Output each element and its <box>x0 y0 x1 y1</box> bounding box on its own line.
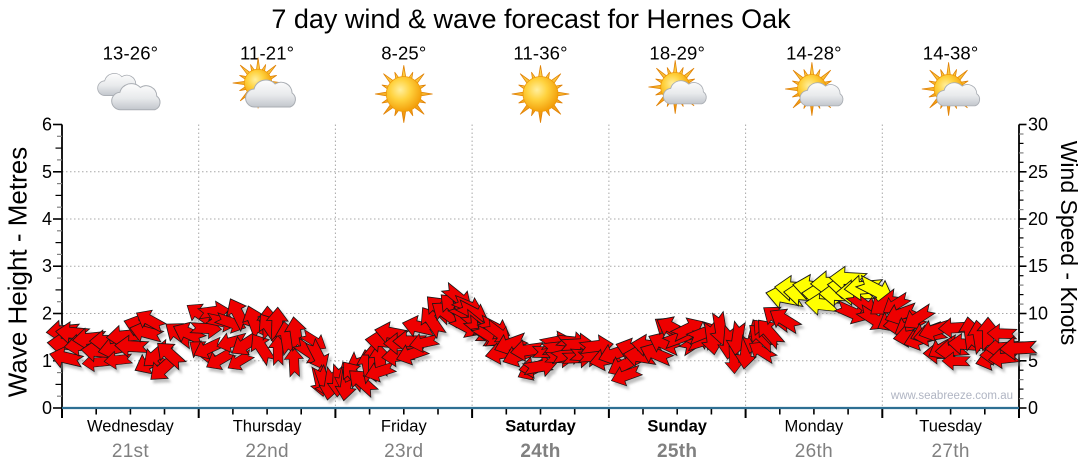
svg-text:11-36°: 11-36° <box>513 43 567 64</box>
svg-text:25: 25 <box>1028 162 1048 182</box>
svg-text:Wave Height - Metres: Wave Height - Metres <box>3 147 33 397</box>
svg-text:15: 15 <box>1028 256 1048 276</box>
svg-text:Wednesday: Wednesday <box>87 418 175 436</box>
svg-text:14-38°: 14-38° <box>923 43 979 64</box>
svg-text:Sunday: Sunday <box>647 418 707 436</box>
svg-text:10: 10 <box>1028 304 1048 324</box>
svg-text:20: 20 <box>1028 209 1048 229</box>
svg-text:24th: 24th <box>520 441 560 462</box>
svg-text:1: 1 <box>42 351 52 371</box>
svg-text:18-29°: 18-29° <box>649 43 705 64</box>
svg-text:8-25°: 8-25° <box>381 43 426 64</box>
svg-text:26th: 26th <box>795 441 833 462</box>
svg-text:Saturday: Saturday <box>505 418 576 436</box>
svg-text:27th: 27th <box>932 441 970 462</box>
svg-text:21st: 21st <box>112 441 150 462</box>
svg-text:Thursday: Thursday <box>233 418 303 436</box>
svg-text:23rd: 23rd <box>384 441 423 462</box>
svg-text:7 day wind & wave forecast for: 7 day wind & wave forecast for Hernes Oa… <box>271 4 791 34</box>
svg-text:11-21°: 11-21° <box>240 43 294 64</box>
svg-text:5: 5 <box>1028 351 1038 371</box>
svg-text:3: 3 <box>42 256 52 276</box>
svg-text:0: 0 <box>1028 398 1038 418</box>
svg-text:Tuesday: Tuesday <box>919 418 982 436</box>
svg-text:2: 2 <box>42 304 52 324</box>
svg-text:0: 0 <box>42 398 52 418</box>
svg-text:www.seabreeze.com.au: www.seabreeze.com.au <box>890 390 1013 402</box>
svg-text:22nd: 22nd <box>245 441 288 462</box>
svg-text:30: 30 <box>1028 115 1048 135</box>
svg-text:14-28°: 14-28° <box>786 43 842 64</box>
svg-text:Friday: Friday <box>381 418 428 436</box>
svg-text:5: 5 <box>42 162 52 182</box>
svg-text:Wind Speed - Knots: Wind Speed - Knots <box>1056 141 1080 346</box>
svg-text:6: 6 <box>42 115 52 135</box>
svg-text:13-26°: 13-26° <box>103 43 159 64</box>
svg-text:Monday: Monday <box>785 418 844 436</box>
svg-text:4: 4 <box>42 209 52 229</box>
svg-text:25th: 25th <box>657 441 697 462</box>
